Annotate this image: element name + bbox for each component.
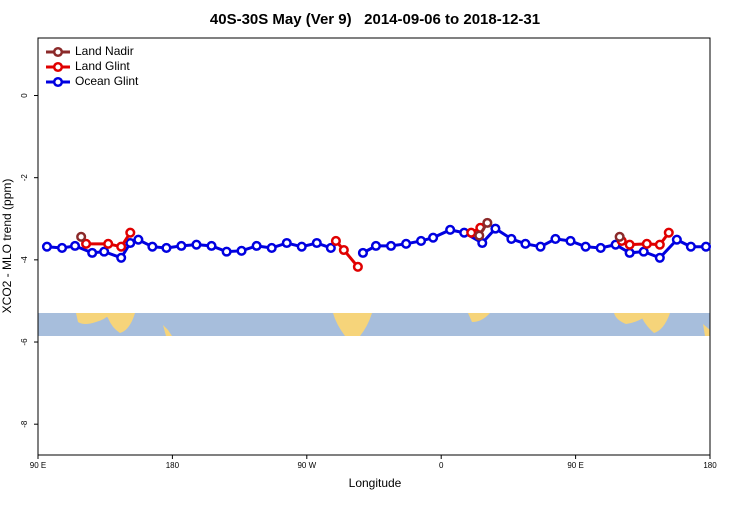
point [206, 240, 217, 251]
land-shape [76, 313, 112, 324]
point [415, 235, 427, 247]
point [520, 238, 531, 249]
y-tick-label: -2 [20, 174, 29, 182]
point [370, 240, 381, 251]
land-shape [640, 313, 670, 333]
point [116, 241, 127, 252]
point [221, 246, 232, 257]
point [624, 247, 635, 258]
point [638, 246, 649, 257]
point [69, 240, 81, 251]
x-tick-label: 90 E [30, 461, 46, 470]
legend-marker [52, 61, 64, 73]
point [236, 245, 247, 256]
point [614, 231, 625, 242]
legend-marker [52, 76, 64, 88]
point [81, 238, 92, 249]
point [147, 241, 158, 252]
x-axis-label: Longitude [349, 476, 402, 490]
point [565, 235, 576, 247]
y-axis-label: XCO2 - MLO trend (ppm) [0, 179, 14, 314]
point [191, 239, 202, 250]
land-shape [333, 313, 372, 336]
point [266, 242, 277, 253]
point [685, 241, 696, 252]
series-line [479, 223, 619, 237]
land-shape [468, 313, 490, 322]
point [663, 227, 674, 238]
point [311, 237, 322, 249]
point [535, 241, 546, 252]
point [490, 223, 501, 234]
point [41, 241, 53, 252]
point [125, 227, 136, 238]
x-tick-label: 90 E [567, 461, 583, 470]
point [401, 238, 412, 249]
legend-label: Ocean Glint [75, 74, 139, 88]
point [176, 240, 187, 251]
point [580, 241, 591, 252]
point [251, 240, 262, 251]
land-shape [614, 313, 650, 324]
point [595, 242, 606, 253]
x-tick-label: 90 W [297, 461, 316, 470]
point [385, 240, 397, 251]
point [700, 241, 712, 252]
point [281, 237, 292, 249]
point [671, 234, 682, 245]
point [624, 239, 635, 250]
y-tick-label: -6 [20, 338, 29, 346]
point [87, 247, 98, 258]
point [125, 237, 136, 249]
legend-label: Land Nadir [75, 44, 134, 58]
point [76, 231, 87, 242]
legend-marker [52, 46, 64, 58]
point [133, 234, 144, 245]
point [428, 232, 439, 243]
legend-label: Land Glint [75, 59, 130, 73]
land-shape [104, 313, 135, 333]
point [161, 242, 172, 253]
y-tick-label: 0 [20, 93, 29, 98]
point [482, 217, 493, 228]
point [474, 230, 485, 241]
point [654, 252, 665, 263]
point [99, 246, 110, 257]
map-strip [38, 313, 710, 336]
x-tick-label: 180 [166, 461, 180, 470]
chart-title: 40S-30S May (Ver 9) 2014-09-06 to 2018-1… [210, 11, 540, 28]
point [506, 233, 517, 244]
point [296, 241, 307, 252]
land-shape [163, 325, 172, 336]
point [641, 238, 652, 249]
ocean-strip [38, 313, 710, 336]
point [56, 242, 68, 253]
point [338, 244, 349, 256]
point [103, 238, 114, 249]
point [445, 224, 456, 235]
point [330, 235, 341, 247]
point [550, 233, 561, 244]
point [325, 242, 336, 253]
point [116, 252, 127, 263]
x-tick-label: 180 [703, 461, 717, 470]
point [654, 239, 665, 250]
y-tick-label: -4 [20, 256, 29, 264]
point [357, 247, 368, 258]
point [352, 261, 363, 272]
x-tick-label: 0 [439, 461, 444, 470]
point [466, 227, 477, 238]
land-shape [703, 324, 710, 336]
y-tick-label: -8 [20, 420, 29, 428]
